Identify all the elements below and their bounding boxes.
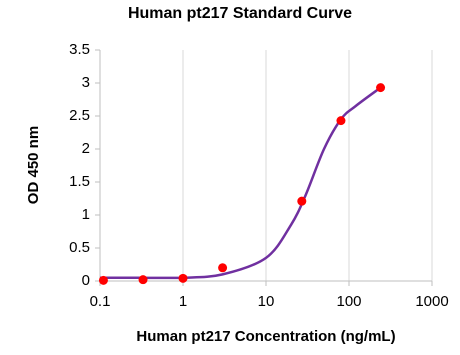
y-tick-label: 3.5 [69,41,90,58]
data-point [297,196,307,206]
data-point [98,275,108,285]
y-tick-label: 1 [82,206,90,223]
y-tick-label: 2.5 [69,107,90,124]
y-tick-label: 3 [82,74,90,91]
y-tick-label: 2 [82,140,90,157]
x-axis-label: Human pt217 Concentration (ng/mL) [136,328,395,345]
fit-curve [100,86,382,280]
data-point [138,275,148,285]
data-point [218,263,228,273]
y-tick-label: 0.5 [69,239,90,256]
x-tick-label: 1000 [415,293,448,310]
data-point [178,273,188,283]
y-axis-label: OD 450 nm [25,126,42,204]
x-tick-label: 100 [336,293,361,310]
x-tick-label: 1 [179,293,187,310]
chart-title: Human pt217 Standard Curve [128,5,352,22]
x-tick-label: 10 [258,293,275,310]
y-tick-label: 1.5 [69,173,90,190]
x-tick-label: 0.1 [90,293,111,310]
y-tick-label: 0 [82,272,90,289]
data-point [336,116,346,126]
data-point [376,83,386,93]
